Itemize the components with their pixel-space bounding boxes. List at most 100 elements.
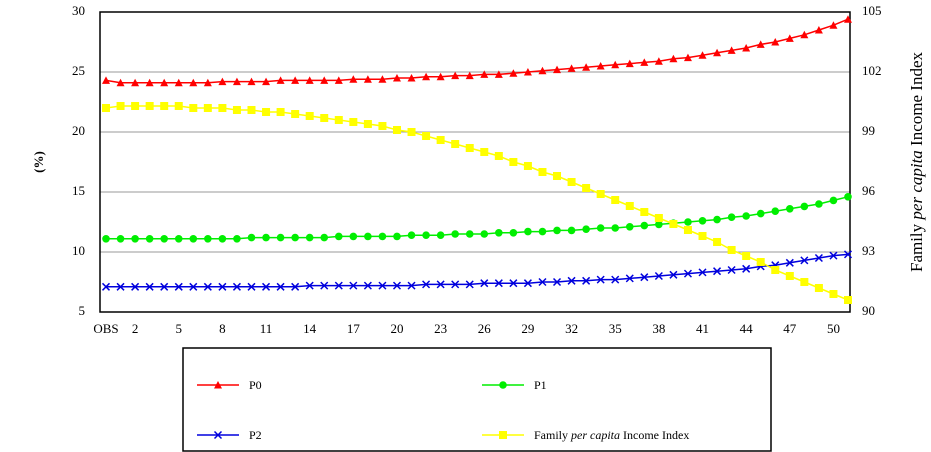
point-marker: [247, 106, 256, 114]
point-marker: [553, 172, 562, 180]
marker-shape: [582, 63, 591, 71]
point-marker: [756, 40, 765, 48]
point-marker: [422, 132, 431, 140]
point-marker: [247, 282, 256, 291]
marker-shape: [698, 217, 707, 225]
point-marker: [814, 26, 823, 34]
marker-shape: [655, 220, 663, 229]
point-marker: [102, 76, 110, 84]
point-marker: [131, 102, 140, 110]
point-marker: [844, 15, 852, 23]
point-marker: [523, 279, 532, 288]
point-marker: [145, 235, 154, 243]
marker-shape: [494, 279, 503, 288]
point-marker: [654, 214, 663, 222]
marker-shape: [131, 78, 140, 87]
point-marker: [684, 218, 692, 226]
marker-shape: [553, 226, 561, 235]
point-marker: [669, 220, 678, 228]
marker-shape: [334, 232, 343, 241]
marker-shape: [436, 231, 445, 239]
marker-shape: [232, 106, 241, 114]
marker-shape: [771, 266, 780, 274]
point-marker: [291, 76, 300, 84]
marker-shape: [625, 223, 634, 231]
point-marker: [611, 60, 620, 69]
marker-shape: [465, 280, 474, 289]
point-marker: [465, 71, 474, 80]
marker-shape: [611, 196, 620, 204]
marker-shape: [436, 280, 445, 289]
point-marker: [524, 227, 532, 236]
marker-shape: [756, 40, 765, 48]
point-marker: [378, 122, 387, 130]
marker-shape: [640, 273, 649, 282]
marker-shape: [844, 193, 852, 201]
x-tick-label: 41: [696, 321, 709, 336]
point-marker: [582, 63, 591, 71]
point-marker: [509, 158, 518, 166]
point-marker: [436, 231, 445, 239]
point-marker: [218, 235, 227, 243]
marker-shape: [189, 78, 198, 87]
point-marker: [203, 104, 212, 112]
marker-shape: [815, 200, 823, 208]
legend-marker: [499, 431, 507, 439]
marker-shape: [538, 168, 547, 176]
point-marker: [116, 282, 125, 291]
marker-shape: [349, 118, 358, 126]
point-marker: [436, 72, 445, 81]
marker-shape: [451, 280, 460, 289]
marker-shape: [422, 280, 431, 289]
point-marker: [465, 280, 474, 289]
marker-shape: [713, 267, 722, 276]
point-marker: [363, 75, 372, 83]
legend-label: Family per capita Income Index: [534, 428, 689, 442]
marker-shape: [160, 78, 169, 87]
point-marker: [509, 229, 518, 237]
marker-shape: [727, 265, 736, 275]
marker-shape: [640, 58, 649, 66]
point-marker: [800, 256, 809, 265]
marker-shape: [392, 126, 401, 134]
point-marker: [509, 69, 518, 77]
y-tick-label: 30: [72, 3, 85, 18]
point-marker: [785, 258, 794, 267]
marker-shape: [174, 282, 183, 291]
marker-shape: [800, 256, 809, 265]
marker-shape: [262, 282, 271, 291]
marker-shape: [800, 30, 809, 39]
marker-shape: [436, 72, 445, 81]
marker-shape: [524, 227, 532, 236]
marker-shape: [523, 279, 532, 288]
marker-shape: [829, 196, 838, 205]
marker-shape: [363, 75, 372, 83]
point-marker: [407, 231, 416, 239]
marker-shape: [291, 282, 300, 291]
point-marker: [509, 279, 518, 288]
marker-shape: [218, 104, 227, 112]
marker-shape: [538, 277, 547, 287]
point-marker: [538, 168, 547, 176]
marker-shape: [451, 140, 460, 148]
point-marker: [392, 281, 402, 290]
point-marker: [640, 208, 649, 216]
marker-shape: [495, 229, 503, 237]
point-marker: [305, 233, 314, 242]
point-marker: [422, 280, 431, 289]
point-marker: [829, 196, 838, 205]
point-marker: [538, 227, 547, 236]
marker-shape: [814, 26, 823, 34]
marker-shape: [262, 108, 271, 116]
point-marker: [101, 282, 111, 291]
marker-shape: [407, 74, 416, 82]
marker-shape: [523, 68, 532, 76]
point-marker: [422, 72, 431, 81]
point-marker: [203, 282, 212, 291]
marker-shape: [552, 277, 562, 287]
marker-shape: [233, 235, 241, 243]
point-marker: [320, 281, 329, 290]
marker-shape: [480, 148, 489, 156]
marker-shape: [291, 76, 300, 84]
point-marker: [480, 279, 489, 288]
